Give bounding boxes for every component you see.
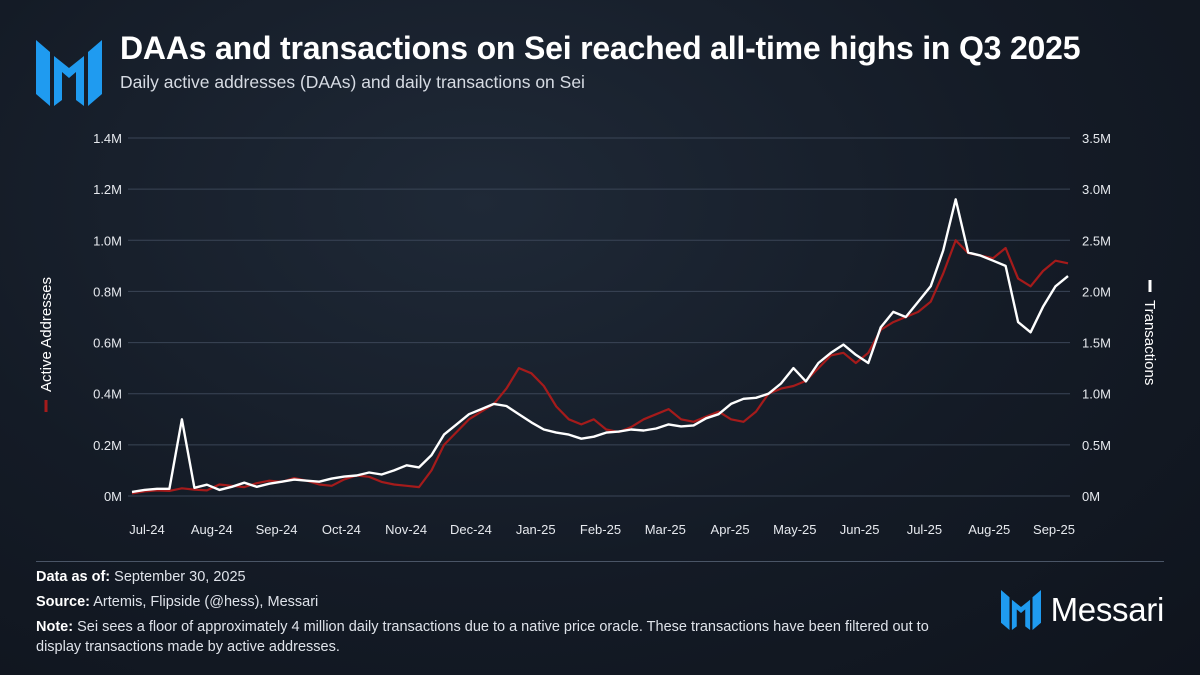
right-axis-title: Transactions: [1141, 280, 1158, 385]
series-layer: [131, 198, 1069, 495]
x-tick-label: Nov-24: [385, 522, 427, 537]
left-tick-label: 1.0M: [93, 233, 122, 248]
note-value: Sei sees a floor of approximately 4 mill…: [36, 619, 929, 655]
left-tick-label: 0M: [104, 489, 122, 504]
series-line-active-addresses: [131, 239, 1069, 495]
x-tick-label: Dec-24: [450, 522, 492, 537]
left-axis-ticks: 0M 0.2M 0.4M 0.6M 0.8M 1.0M 1.2M 1.4M: [93, 131, 122, 504]
left-tick-label: 1.4M: [93, 131, 122, 146]
note: Note: Sei sees a floor of approximately …: [36, 617, 976, 657]
x-tick-label: Jul-24: [129, 522, 164, 537]
x-tick-label: Mar-25: [645, 522, 686, 537]
right-tick-label: 0M: [1082, 489, 1100, 504]
left-tick-label: 0.2M: [93, 438, 122, 453]
messari-logo-icon: [1000, 590, 1041, 630]
source-value: Artemis, Flipside (@hess), Messari: [93, 594, 319, 610]
x-tick-label: Jul-25: [907, 522, 942, 537]
brand-name: Messari: [1050, 591, 1165, 628]
x-tick-label: Aug-25: [968, 522, 1010, 537]
right-tick-label: 0.5M: [1082, 438, 1111, 453]
axis-titles: Active Addresses Transactions: [38, 277, 1158, 412]
brand: Messari: [1000, 590, 1165, 630]
x-axis-ticks: Jul-24 Aug-24 Sep-24 Oct-24 Nov-24 Dec-24 Jan-…: [129, 522, 1075, 537]
x-tick-label: Jun-25: [840, 522, 880, 537]
right-tick-label: 2.5M: [1082, 233, 1111, 248]
x-tick-label: Feb-25: [580, 522, 621, 537]
footer-divider: [36, 561, 1164, 562]
x-tick-label: May-25: [773, 522, 816, 537]
right-tick-label: 2.0M: [1082, 284, 1111, 299]
data-as-of: Data as of: September 30, 2025: [36, 569, 246, 585]
page-subtitle: Daily active addresses (DAAs) and daily …: [120, 72, 585, 92]
source: Source: Artemis, Flipside (@hess), Messa…: [36, 594, 318, 610]
x-tick-label: Sep-25: [1033, 522, 1075, 537]
right-axis-ticks: 0M 0.5M 1.0M 1.5M 2.0M 2.5M 3.0M 3.5M: [1082, 131, 1111, 504]
right-tick-label: 3.0M: [1082, 182, 1111, 197]
x-tick-label: Oct-24: [322, 522, 361, 537]
x-tick-label: Aug-24: [191, 522, 233, 537]
series-line-transactions: [131, 198, 1069, 494]
left-tick-label: 0.6M: [93, 336, 122, 351]
grid-lines: [128, 137, 1070, 497]
right-tick-label: 3.5M: [1082, 131, 1111, 146]
left-tick-label: 1.2M: [93, 182, 122, 197]
page-title: DAAs and transactions on Sei reached all…: [120, 30, 1081, 66]
data-as-of-label: Data as of:: [36, 569, 111, 585]
left-axis-title-text: Active Addresses: [38, 277, 55, 392]
messari-logo-icon: [36, 40, 102, 106]
data-as-of-value: September 30, 2025: [114, 569, 246, 585]
x-tick-label: Apr-25: [711, 522, 750, 537]
left-axis-title: Active Addresses: [38, 277, 55, 412]
note-label: Note:: [36, 619, 74, 635]
dual-axis-line-chart: 0M 0.2M 0.4M 0.6M 0.8M 1.0M 1.2M 1.4M 0M 0.5M 1.0…: [38, 131, 1158, 537]
right-axis-title-text: Transactions: [1141, 300, 1158, 385]
right-tick-label: 1.5M: [1082, 336, 1111, 351]
x-tick-label: Sep-24: [256, 522, 298, 537]
source-label: Source:: [36, 594, 90, 610]
left-tick-label: 0.8M: [93, 284, 122, 299]
right-tick-label: 1.0M: [1082, 387, 1111, 402]
x-tick-label: Jan-25: [516, 522, 556, 537]
left-tick-label: 0.4M: [93, 387, 122, 402]
